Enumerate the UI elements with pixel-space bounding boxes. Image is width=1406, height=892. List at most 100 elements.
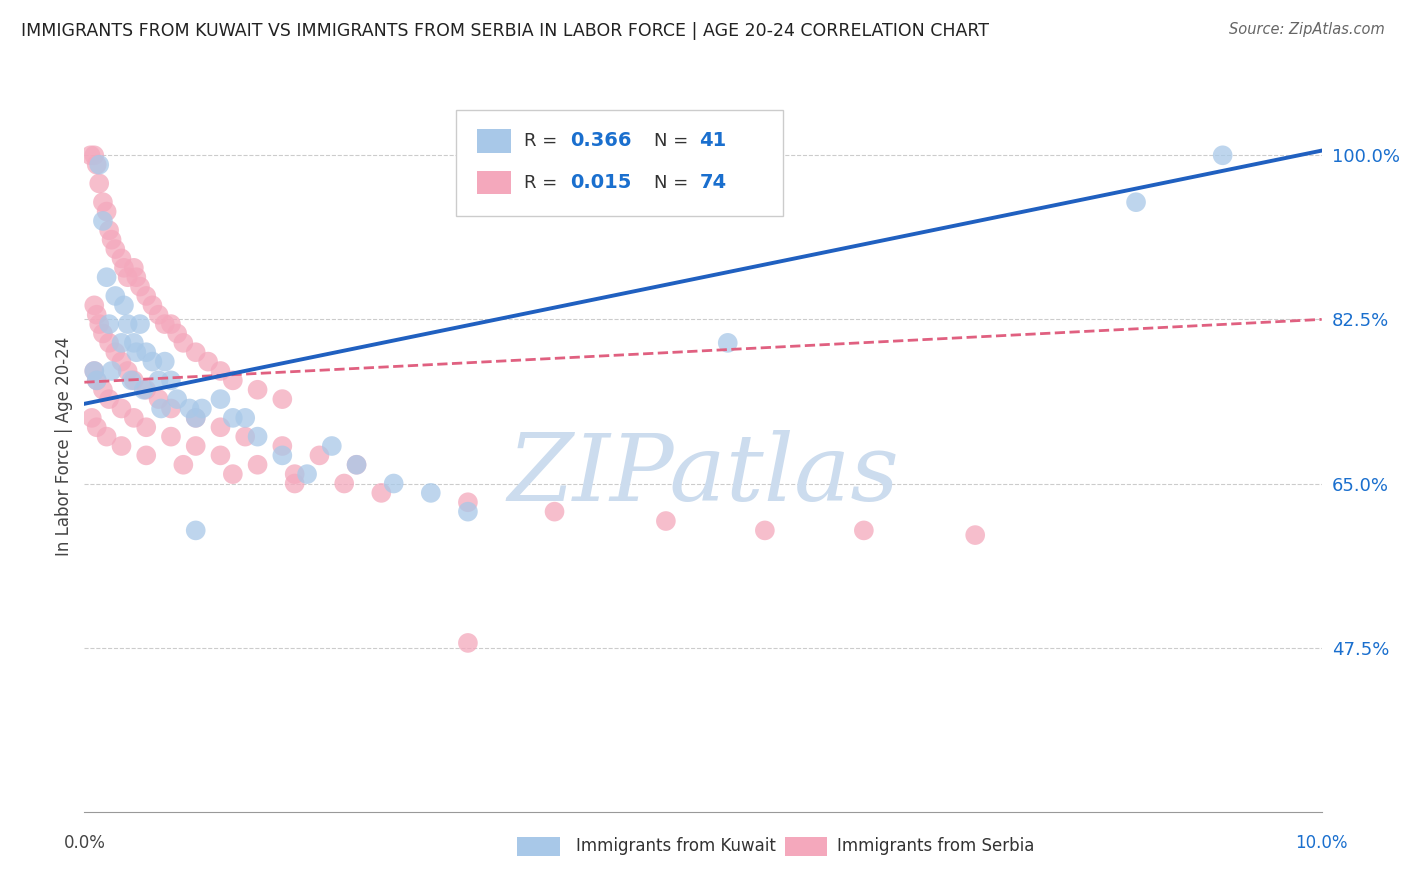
Point xyxy=(233,429,256,443)
Point xyxy=(457,495,479,509)
Point xyxy=(1125,195,1147,210)
Point xyxy=(122,260,145,275)
Point xyxy=(89,317,111,331)
Point xyxy=(148,392,170,406)
Point xyxy=(135,383,157,397)
Point xyxy=(122,373,145,387)
Point xyxy=(117,364,139,378)
Point xyxy=(89,177,111,191)
Point xyxy=(153,317,176,331)
Point xyxy=(110,335,132,350)
Point xyxy=(141,354,163,368)
Point xyxy=(197,354,219,368)
Point xyxy=(129,317,152,331)
Point xyxy=(98,392,121,406)
Point xyxy=(83,148,105,162)
Point xyxy=(98,335,121,350)
Point xyxy=(91,326,114,341)
Point xyxy=(233,410,256,425)
Text: Immigrants from Serbia: Immigrants from Serbia xyxy=(837,837,1033,855)
Point xyxy=(86,158,108,172)
Point xyxy=(346,458,368,472)
Point xyxy=(191,401,214,416)
Point xyxy=(246,383,269,397)
Point xyxy=(160,401,183,416)
Point xyxy=(83,298,105,312)
Point xyxy=(166,392,188,406)
Point xyxy=(160,429,183,443)
Point xyxy=(370,486,392,500)
Text: 0.0%: 0.0% xyxy=(63,834,105,852)
Point xyxy=(209,392,232,406)
Point xyxy=(295,467,318,482)
Point xyxy=(284,467,307,482)
Point xyxy=(382,476,405,491)
Point xyxy=(209,420,232,434)
Point xyxy=(321,439,343,453)
Point xyxy=(132,383,155,397)
Point xyxy=(308,449,330,463)
Point xyxy=(222,373,245,387)
Point xyxy=(83,364,105,378)
Text: 74: 74 xyxy=(699,173,727,192)
Point xyxy=(1212,148,1234,162)
Point xyxy=(129,279,152,293)
Text: 0.366: 0.366 xyxy=(571,131,633,151)
Point xyxy=(125,345,148,359)
Point xyxy=(222,410,245,425)
Point xyxy=(86,308,108,322)
Point xyxy=(717,335,740,350)
Point xyxy=(120,373,142,387)
Point xyxy=(184,410,207,425)
Text: Source: ZipAtlas.com: Source: ZipAtlas.com xyxy=(1229,22,1385,37)
Point xyxy=(419,486,441,500)
Point xyxy=(100,233,122,247)
Point xyxy=(110,401,132,416)
Bar xyxy=(477,171,512,194)
Point xyxy=(852,524,875,538)
Point xyxy=(184,524,207,538)
Point xyxy=(457,505,479,519)
Point xyxy=(86,373,108,387)
Point xyxy=(271,449,294,463)
Point xyxy=(96,429,118,443)
Text: R =: R = xyxy=(523,174,562,192)
Point xyxy=(246,429,269,443)
Point xyxy=(86,420,108,434)
Point xyxy=(100,364,122,378)
Point xyxy=(153,354,176,368)
Point xyxy=(172,335,194,350)
Point xyxy=(346,458,368,472)
Point xyxy=(122,335,145,350)
Point xyxy=(457,636,479,650)
Point xyxy=(117,270,139,285)
Point xyxy=(110,439,132,453)
Point xyxy=(91,195,114,210)
Point xyxy=(222,467,245,482)
Text: Immigrants from Kuwait: Immigrants from Kuwait xyxy=(576,837,776,855)
Point xyxy=(110,252,132,266)
Point xyxy=(96,204,118,219)
Text: R =: R = xyxy=(523,132,562,150)
Point xyxy=(122,410,145,425)
Point xyxy=(91,383,114,397)
Point xyxy=(80,410,103,425)
Point xyxy=(110,354,132,368)
Point xyxy=(160,317,183,331)
Point xyxy=(166,326,188,341)
Point xyxy=(135,345,157,359)
Point xyxy=(184,345,207,359)
Point xyxy=(98,317,121,331)
Point xyxy=(333,476,356,491)
Y-axis label: In Labor Force | Age 20-24: In Labor Force | Age 20-24 xyxy=(55,336,73,556)
Point xyxy=(86,373,108,387)
Point xyxy=(112,260,135,275)
Point xyxy=(112,298,135,312)
Point xyxy=(160,373,183,387)
Point xyxy=(91,214,114,228)
Point xyxy=(104,345,127,359)
Point xyxy=(284,476,307,491)
Text: N =: N = xyxy=(654,132,693,150)
Point xyxy=(754,524,776,538)
Point xyxy=(965,528,987,542)
